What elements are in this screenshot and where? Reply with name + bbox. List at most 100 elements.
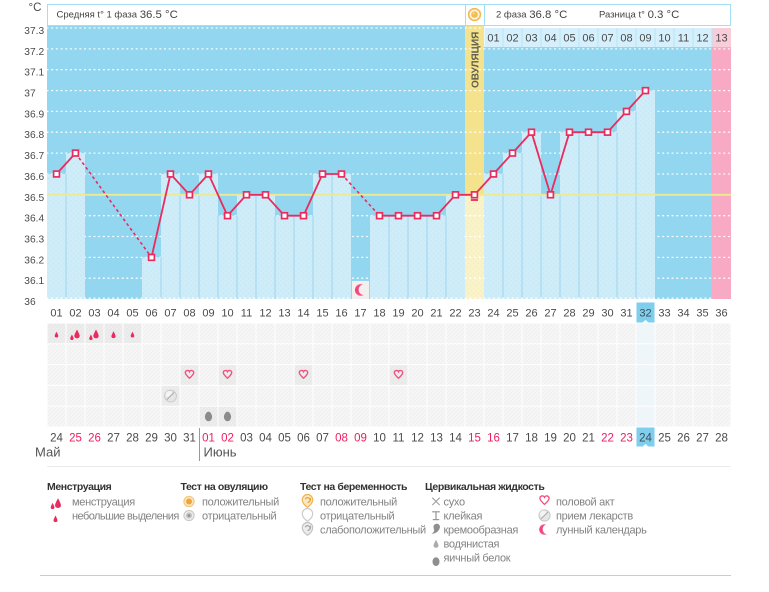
svg-text:09: 09 — [202, 308, 214, 320]
svg-text:31: 31 — [183, 433, 196, 445]
svg-text:36.7: 36.7 — [24, 151, 44, 162]
svg-text:24: 24 — [639, 433, 652, 445]
svg-text:Разница t° 0.3 °C: Разница t° 0.3 °C — [599, 9, 679, 21]
svg-text:01: 01 — [50, 308, 62, 320]
svg-text:08: 08 — [183, 308, 195, 320]
svg-text:28: 28 — [715, 433, 728, 445]
svg-text:31: 31 — [620, 308, 632, 320]
svg-text:03: 03 — [525, 33, 537, 45]
svg-text:07: 07 — [164, 308, 176, 320]
svg-text:12: 12 — [259, 308, 271, 320]
svg-text:14: 14 — [297, 308, 309, 320]
svg-text:Средняя t° 1 фаза 36.5 °C: Средняя t° 1 фаза 36.5 °C — [57, 9, 178, 21]
svg-text:06: 06 — [582, 33, 594, 45]
svg-text:22: 22 — [601, 433, 614, 445]
svg-text:клейкая: клейкая — [444, 511, 483, 523]
svg-text:36.8: 36.8 — [24, 130, 44, 141]
svg-text:36.1: 36.1 — [24, 276, 44, 287]
svg-text:03: 03 — [88, 308, 100, 320]
svg-text:Менструация: Менструация — [47, 481, 112, 493]
svg-text:36.3: 36.3 — [24, 235, 44, 246]
svg-text:прием лекарств: прием лекарств — [556, 511, 633, 523]
svg-text:2 фаза 36.8 °C: 2 фаза 36.8 °C — [496, 9, 567, 21]
svg-text:30: 30 — [601, 308, 613, 320]
svg-text:05: 05 — [126, 308, 138, 320]
svg-text:21: 21 — [582, 433, 595, 445]
svg-text:Июнь: Июнь — [204, 445, 237, 460]
svg-text:слабоположительный: слабоположительный — [320, 525, 426, 537]
svg-text:11: 11 — [393, 433, 405, 445]
svg-text:Май: Май — [35, 445, 60, 460]
svg-text:17: 17 — [354, 308, 366, 320]
svg-text:01: 01 — [487, 33, 499, 45]
svg-text:24: 24 — [50, 433, 63, 445]
svg-text:36: 36 — [715, 308, 727, 320]
svg-text:10: 10 — [658, 33, 670, 45]
svg-text:27: 27 — [696, 433, 709, 445]
svg-text:небольшие выделения: небольшие выделения — [72, 511, 179, 523]
svg-text:29: 29 — [145, 433, 158, 445]
svg-text:Тест на беременность: Тест на беременность — [300, 481, 408, 493]
svg-text:37: 37 — [24, 89, 36, 100]
svg-text:23: 23 — [468, 308, 480, 320]
svg-text:09: 09 — [354, 433, 367, 445]
svg-text:25: 25 — [658, 433, 671, 445]
svg-text:06: 06 — [145, 308, 157, 320]
svg-text:04: 04 — [107, 308, 119, 320]
svg-text:06: 06 — [297, 433, 310, 445]
svg-text:14: 14 — [449, 433, 462, 445]
svg-text:10: 10 — [221, 308, 233, 320]
svg-text:25: 25 — [506, 308, 518, 320]
svg-text:26: 26 — [677, 433, 690, 445]
svg-text:яичный белок: яичный белок — [444, 553, 511, 565]
svg-text:08: 08 — [620, 33, 632, 45]
svg-text:37.2: 37.2 — [24, 47, 44, 58]
svg-text:13: 13 — [430, 433, 443, 445]
svg-text:водянистая: водянистая — [444, 539, 500, 551]
svg-text:09: 09 — [639, 33, 651, 45]
svg-text:12: 12 — [696, 33, 708, 45]
svg-text:34: 34 — [677, 308, 689, 320]
svg-text:36.2: 36.2 — [24, 255, 44, 266]
svg-text:36.5: 36.5 — [24, 193, 44, 204]
svg-text:13: 13 — [278, 308, 290, 320]
svg-text:Цервикальная жидкость: Цервикальная жидкость — [425, 481, 545, 493]
svg-text:отрицательный: отрицательный — [202, 511, 277, 523]
svg-text:11: 11 — [241, 308, 252, 320]
svg-text:17: 17 — [506, 433, 519, 445]
svg-text:29: 29 — [582, 308, 594, 320]
svg-text:36.6: 36.6 — [24, 172, 44, 183]
svg-text:20: 20 — [563, 433, 576, 445]
svg-text:35: 35 — [696, 308, 708, 320]
svg-text:сухо: сухо — [444, 497, 465, 509]
svg-text:кремообразная: кремообразная — [444, 525, 519, 537]
svg-text:07: 07 — [601, 33, 613, 45]
svg-text:11: 11 — [678, 33, 689, 45]
svg-text:02: 02 — [69, 308, 81, 320]
svg-text:32: 32 — [639, 308, 651, 320]
svg-text:27: 27 — [107, 433, 120, 445]
svg-text:20: 20 — [411, 308, 423, 320]
svg-text:37.3: 37.3 — [24, 26, 44, 37]
svg-text:12: 12 — [411, 433, 424, 445]
svg-text:16: 16 — [335, 308, 347, 320]
svg-text:половой акт: половой акт — [556, 497, 615, 509]
svg-text:19: 19 — [544, 433, 557, 445]
svg-text:°C: °C — [29, 2, 42, 14]
svg-text:13: 13 — [715, 33, 727, 45]
svg-text:21: 21 — [430, 308, 442, 320]
svg-text:18: 18 — [525, 433, 538, 445]
svg-text:36: 36 — [24, 297, 36, 308]
svg-text:07: 07 — [316, 433, 329, 445]
svg-text:28: 28 — [563, 308, 575, 320]
svg-text:04: 04 — [259, 433, 272, 445]
svg-text:02: 02 — [506, 33, 518, 45]
svg-text:05: 05 — [278, 433, 291, 445]
svg-text:04: 04 — [544, 33, 556, 45]
svg-text:отрицательный: отрицательный — [320, 511, 395, 523]
svg-text:30: 30 — [164, 433, 177, 445]
svg-text:Тест на овуляцию: Тест на овуляцию — [181, 481, 269, 493]
svg-text:08: 08 — [335, 433, 348, 445]
svg-text:02: 02 — [221, 433, 234, 445]
svg-text:22: 22 — [449, 308, 461, 320]
